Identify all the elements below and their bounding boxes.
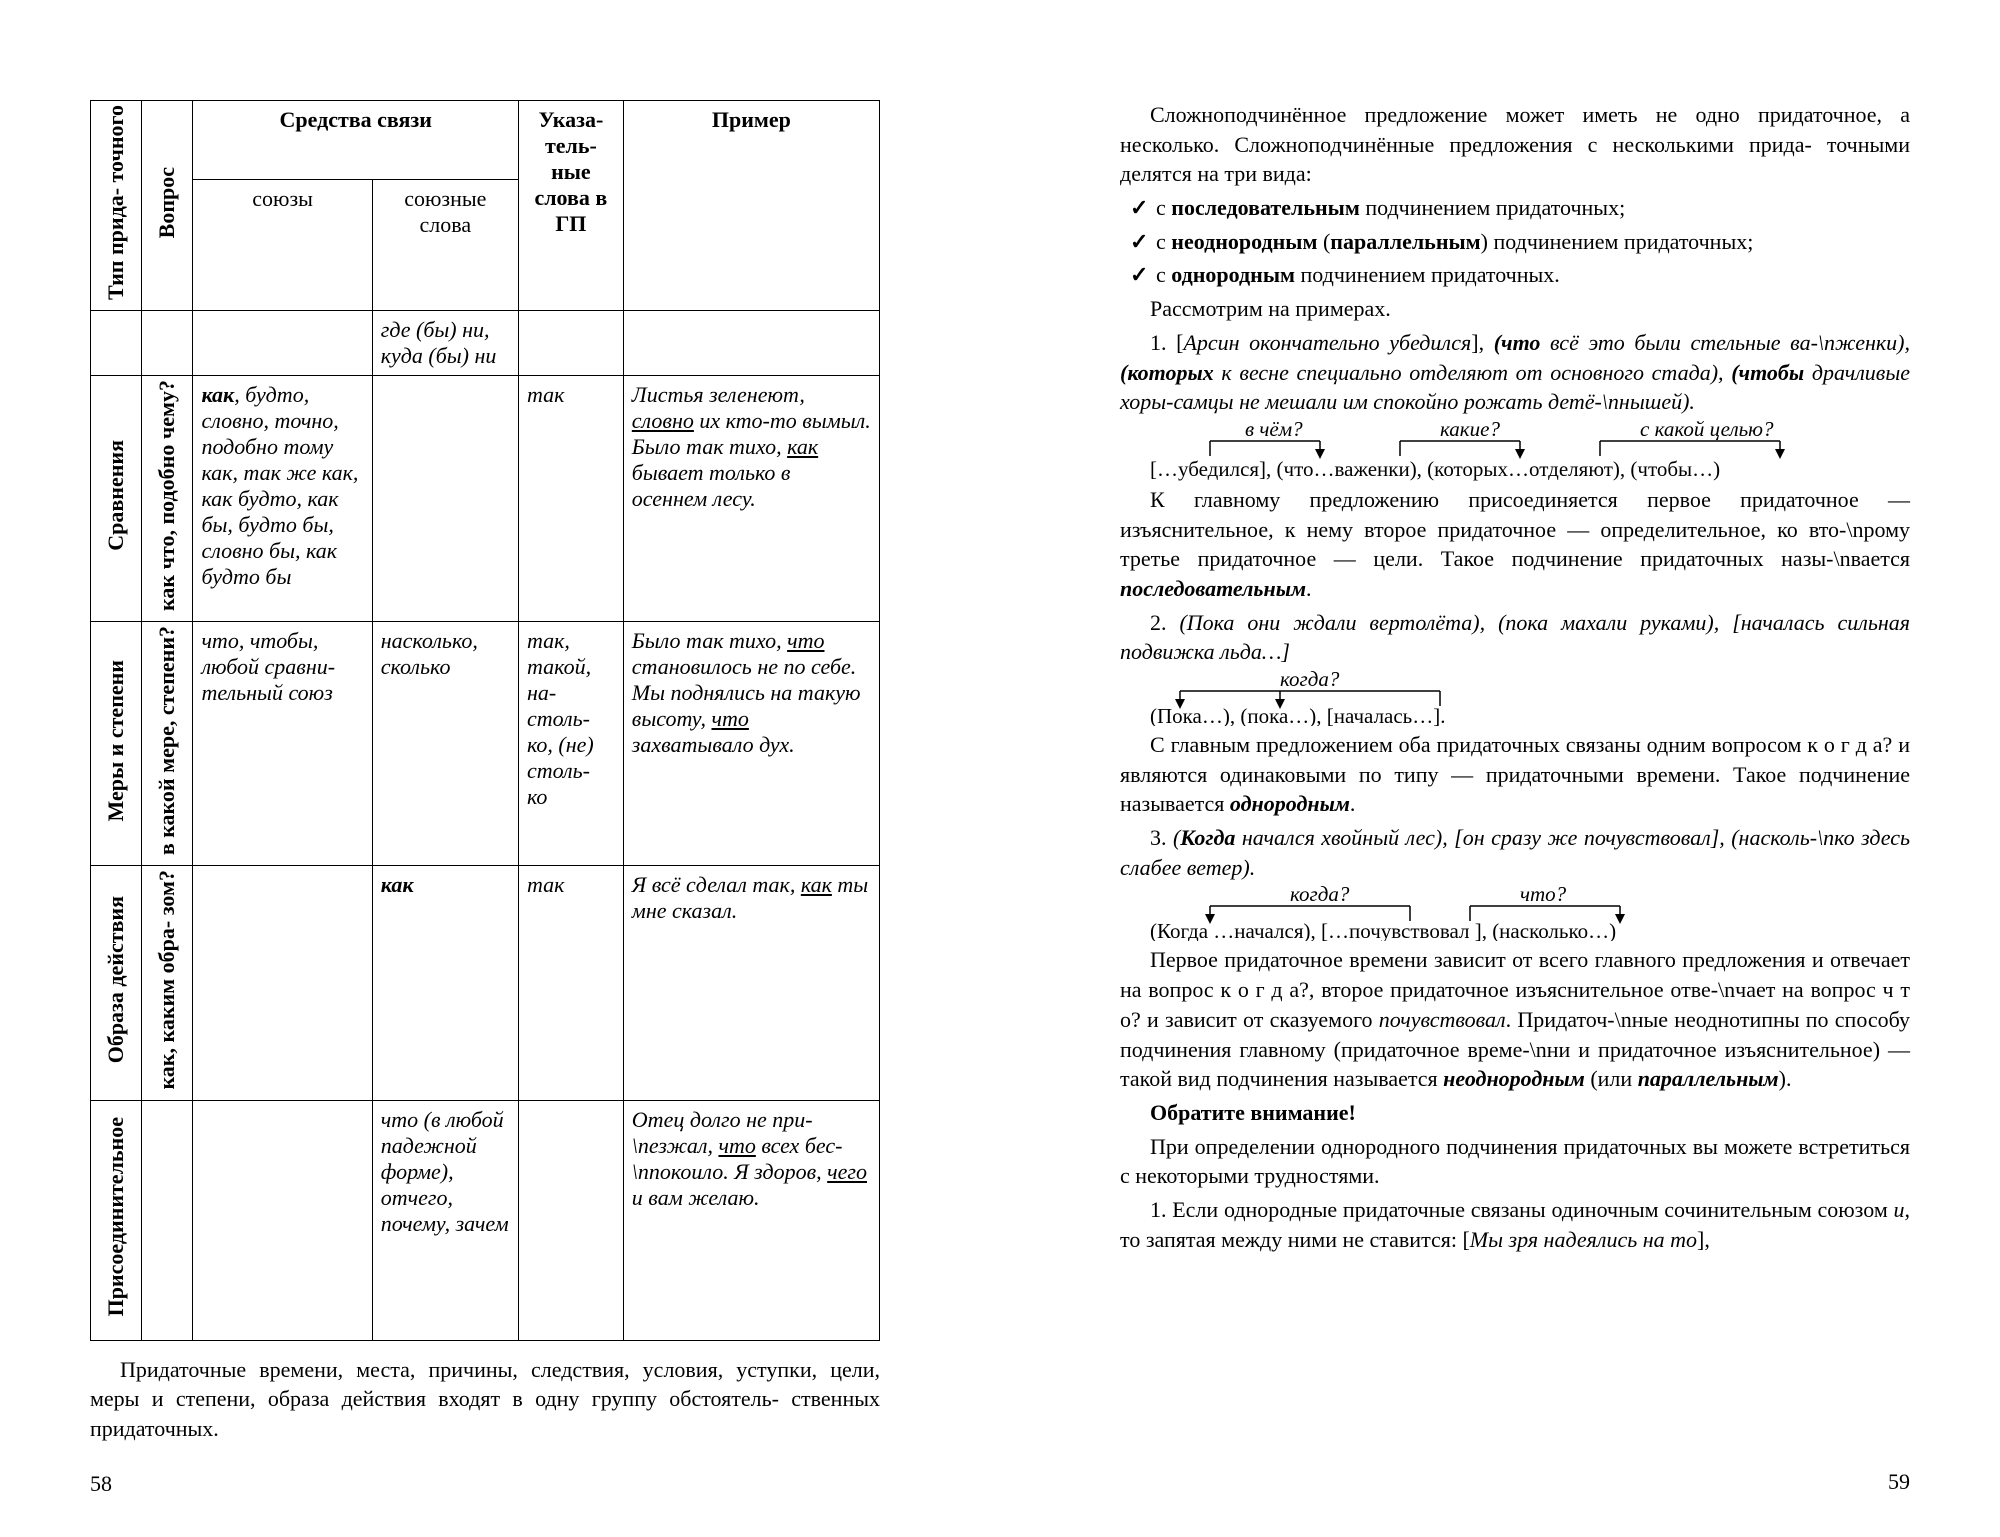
col-conj-words: союзные слова	[372, 179, 518, 310]
example-3: 3. (Когда начался хвойный лес), [он сраз…	[1120, 823, 1910, 882]
col-indicative: Указа- тель- ные слова в ГП	[518, 101, 623, 311]
clause-table: Тип прида- точного Вопрос Средства связи…	[90, 100, 880, 1341]
table-row: Образа действия как, каким обра- зом? ка…	[91, 866, 880, 1101]
cell-indic: так	[518, 866, 623, 1101]
cell-indic: так	[518, 376, 623, 622]
table-row: Сравнения как что, подобно чему? как, бу…	[91, 376, 880, 622]
example-1: 1. [Арсин окончательно убедился], (что в…	[1120, 328, 1910, 417]
cell-example: Листья зеленеют, словно их кто-то вымыл.…	[623, 376, 879, 622]
col-type: Тип прида- точного	[91, 101, 142, 311]
col-question: Вопрос	[142, 101, 193, 311]
diagram-1: в чём? какие? с какой целью? […убедился]…	[1150, 421, 1870, 481]
attention-heading: Обратите внимание!	[1120, 1098, 1910, 1128]
diagram-2: когда? (Пока…), (пока…), [началась…].	[1150, 671, 1650, 726]
para-1: К главному предложению присоединяется пе…	[1120, 485, 1910, 604]
cell-conj-words: как	[372, 866, 518, 1101]
checklist: с последовательным подчинением придаточн…	[1120, 193, 1910, 290]
para-2: С главным предложением оба придаточных с…	[1120, 730, 1910, 819]
para-3: Первое придаточное времени зависит от вс…	[1120, 945, 1910, 1093]
example-2: 2. (Пока они ждали вертолёта), (пока мах…	[1120, 608, 1910, 667]
para-4: При определении однородного подчинения п…	[1120, 1132, 1910, 1191]
svg-text:когда?: когда?	[1290, 886, 1350, 906]
para-5: 1. Если однородные придаточные связаны о…	[1120, 1195, 1910, 1254]
cell-conj: как, будто, словно, точно, подобно тому …	[193, 376, 372, 622]
cell-indic: так, такой, на- столь- ко, (не) столь- к…	[518, 621, 623, 865]
list-item: с последовательным подчинением придаточн…	[1156, 193, 1910, 223]
col-example: Пример	[623, 101, 879, 311]
svg-text:какие?: какие?	[1440, 421, 1500, 441]
col-means: Средства связи	[193, 101, 519, 180]
cell-example: Было так тихо, что становилось не по себ…	[623, 621, 879, 865]
table-header-row-1: Тип прида- точного Вопрос Средства связи…	[91, 101, 880, 180]
cell-example: Отец долго не при-\nезжал, что всех бес-…	[623, 1100, 879, 1340]
svg-text:с какой целью?: с какой целью?	[1640, 421, 1774, 441]
right-page: Сложноподчинённое предложение может имет…	[1000, 0, 2000, 1537]
svg-text:когда?: когда?	[1280, 671, 1340, 691]
intro: Сложноподчинённое предложение может имет…	[1120, 100, 1910, 189]
cell-example: Я всё сделал так, как ты мне сказал.	[623, 866, 879, 1101]
list-item: с неоднородным (параллельным) подчинение…	[1156, 227, 1910, 257]
table-row: Меры и степени в какой мере, степени? чт…	[91, 621, 880, 865]
cell-conj: что, чтобы, любой сравни- тельный союз	[193, 621, 372, 865]
consider: Рассмотрим на примерах.	[1120, 294, 1910, 324]
svg-text:(Когда …начался), […почувствов: (Когда …начался), […почувствовал ], (нас…	[1150, 919, 1616, 941]
table-row: Присоединительное что (в любой падежной …	[91, 1100, 880, 1340]
table-row: где (бы) ни, куда (бы) ни	[91, 311, 880, 376]
svg-text:(Пока…), (пока…), [началась…].: (Пока…), (пока…), [началась…].	[1150, 704, 1446, 726]
col-conjunctions: союзы	[193, 179, 372, 310]
left-page: Тип прида- точного Вопрос Средства связи…	[0, 0, 1000, 1537]
page-number-right: 59	[1888, 1467, 1910, 1497]
left-footer-para: Придаточные времени, места, причины, сле…	[90, 1355, 880, 1444]
svg-text:[…убедился], (что…важенки), (к: […убедился], (что…важенки), (которых…отд…	[1150, 457, 1720, 481]
svg-text:в чём?: в чём?	[1245, 421, 1303, 441]
cell-conj-words: насколько, сколько	[372, 621, 518, 865]
diagram-3: когда? что? (Когда …начался), […почувств…	[1150, 886, 1750, 941]
cell-conj-words: где (бы) ни, куда (бы) ни	[372, 311, 518, 376]
svg-text:что?: что?	[1520, 886, 1567, 906]
cell-conj-words: что (в любой падежной форме), отчего, по…	[372, 1100, 518, 1340]
page-number-left: 58	[90, 1471, 112, 1497]
list-item: с однородным подчинением придаточных.	[1156, 260, 1910, 290]
